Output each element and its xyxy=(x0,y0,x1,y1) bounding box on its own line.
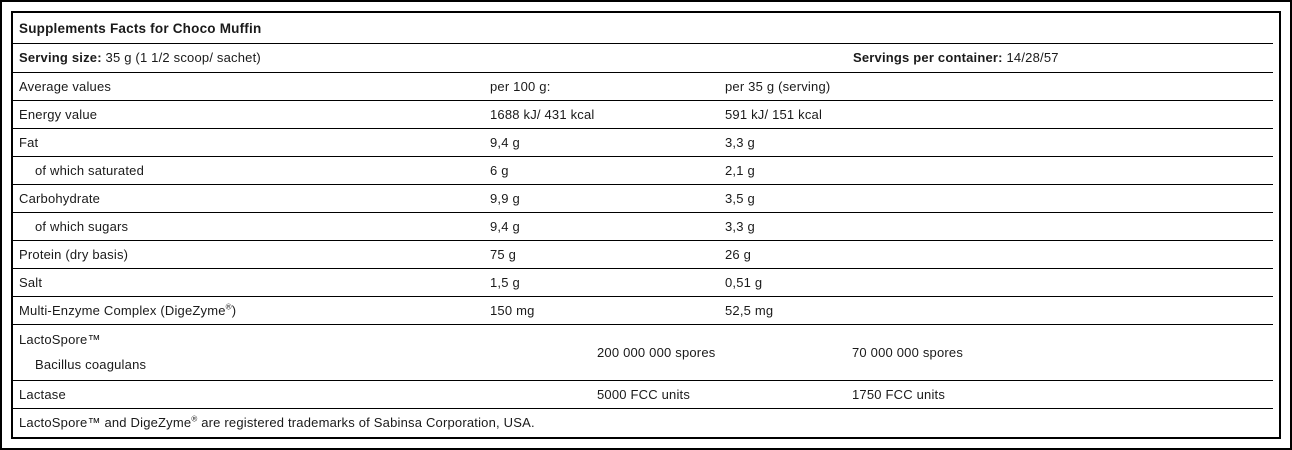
per-100g-value: 9,4 g xyxy=(490,134,520,150)
trademark-footnote: LactoSpore™ and DigeZyme® are registered… xyxy=(19,415,535,430)
column-header-row: Average values per 100 g: per 35 g (serv… xyxy=(13,72,1279,101)
column-header-per-100g: per 100 g: xyxy=(490,78,551,94)
per-35g-value: 1750 FCC units xyxy=(852,386,946,402)
row-label-text-end: ) xyxy=(231,302,237,318)
bacillus-coagulans-label: Bacillus coagulans xyxy=(35,357,147,372)
page-title: Supplements Facts for Choco Muffin xyxy=(19,20,262,36)
per-100g-value: 75 g xyxy=(490,246,517,262)
row-label-text: Multi-Enzyme Complex (DigeZyme xyxy=(19,302,226,318)
table-row-carbohydrate: Carbohydrate 9,9 g 3,5 g xyxy=(13,184,1279,213)
serving-size-label: Serving size: xyxy=(19,50,102,65)
per-35g-value: 3,5 g xyxy=(725,190,755,206)
table-row-salt: Salt 1,5 g 0,51 g xyxy=(13,268,1279,297)
row-label: Energy value xyxy=(19,106,98,122)
per-35g-value: 26 g xyxy=(725,246,752,262)
row-label: Multi-Enzyme Complex (DigeZyme®) xyxy=(19,303,236,318)
per-35g-value: 591 kJ/ 151 kcal xyxy=(725,106,823,122)
trademark-footnote-row: LactoSpore™ and DigeZyme® are registered… xyxy=(13,408,1279,437)
per-35g-value: 2,1 g xyxy=(725,162,755,178)
column-header-average-values: Average values xyxy=(19,78,112,94)
row-label: Protein (dry basis) xyxy=(19,246,129,262)
table-title-row: Supplements Facts for Choco Muffin xyxy=(13,13,1279,44)
row-label: of which saturated xyxy=(35,162,145,178)
per-100g-value: 9,9 g xyxy=(490,190,520,206)
table-row-saturated: of which saturated 6 g 2,1 g xyxy=(13,156,1279,185)
serving-info-row: Serving size: 35 g (1 1/2 scoop/ sachet)… xyxy=(13,43,1279,73)
servings-per-container-label: Servings per container: xyxy=(853,50,1003,65)
serving-size-value: 35 g (1 1/2 scoop/ sachet) xyxy=(101,50,261,65)
supplement-facts-panel: Supplements Facts for Choco Muffin Servi… xyxy=(11,11,1281,439)
serving-size: Serving size: 35 g (1 1/2 scoop/ sachet) xyxy=(19,50,261,65)
table-row-lactase: Lactase 5000 FCC units 1750 FCC units xyxy=(13,380,1279,409)
per-100g-value: 1,5 g xyxy=(490,274,520,290)
row-label-group: LactoSpore™ Bacillus coagulans xyxy=(19,332,146,372)
per-35g-value: 52,5 mg xyxy=(725,302,774,318)
footnote-text: LactoSpore™ and DigeZyme xyxy=(19,415,192,430)
row-label: Lactase xyxy=(19,386,66,402)
per-100g-value: 200 000 000 spores xyxy=(597,344,716,360)
lactospore-label: LactoSpore™ xyxy=(19,332,101,347)
servings-per-container-value: 14/28/57 xyxy=(1002,50,1059,65)
per-100g-value: 5000 FCC units xyxy=(597,386,691,402)
table-row-fat: Fat 9,4 g 3,3 g xyxy=(13,128,1279,157)
row-label: of which sugars xyxy=(35,218,129,234)
per-35g-value: 3,3 g xyxy=(725,134,755,150)
servings-per-container: Servings per container: 14/28/57 xyxy=(853,50,1059,65)
table-row-energy: Energy value 1688 kJ/ 431 kcal 591 kJ/ 1… xyxy=(13,100,1279,129)
table-row-lactospore: LactoSpore™ Bacillus coagulans 200 000 0… xyxy=(13,324,1279,381)
table-row-multi-enzyme: Multi-Enzyme Complex (DigeZyme®) 150 mg … xyxy=(13,296,1279,325)
row-label: Fat xyxy=(19,134,39,150)
row-label: Carbohydrate xyxy=(19,190,101,206)
row-label: Salt xyxy=(19,274,43,290)
per-35g-value: 70 000 000 spores xyxy=(852,344,964,360)
per-35g-value: 0,51 g xyxy=(725,274,763,290)
per-100g-value: 1688 kJ/ 431 kcal xyxy=(490,106,595,122)
table-row-sugars: of which sugars 9,4 g 3,3 g xyxy=(13,212,1279,241)
per-100g-value: 6 g xyxy=(490,162,509,178)
per-100g-value: 150 mg xyxy=(490,302,535,318)
per-35g-value: 3,3 g xyxy=(725,218,755,234)
per-100g-value: 9,4 g xyxy=(490,218,520,234)
footnote-text-end: are registered trademarks of Sabinsa Cor… xyxy=(197,415,535,430)
column-header-per-35g: per 35 g (serving) xyxy=(725,78,831,94)
table-row-protein: Protein (dry basis) 75 g 26 g xyxy=(13,240,1279,269)
registered-trademark-symbol: ® xyxy=(191,414,198,424)
registered-trademark-symbol: ® xyxy=(225,302,232,312)
